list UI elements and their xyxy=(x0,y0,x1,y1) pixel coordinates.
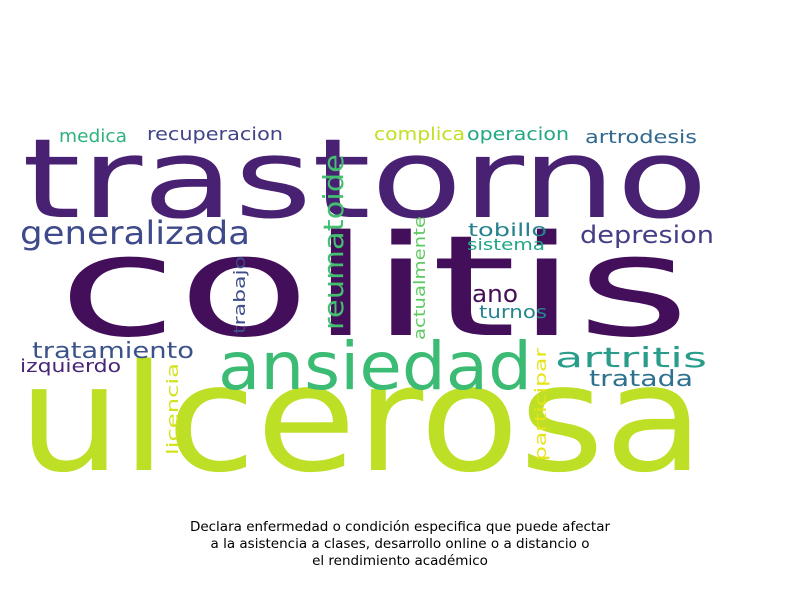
chart-caption: Declara enfermedad o condición especific… xyxy=(100,519,700,570)
cloud-word-tobillo: tobillo xyxy=(468,220,547,241)
caption-line-2: a la asistencia a clases, desarrollo onl… xyxy=(210,536,590,552)
cloud-word-complica: complica xyxy=(374,124,465,145)
cloud-word-recuperacion: recuperacion xyxy=(147,124,283,145)
cloud-word-licencia: licencia xyxy=(163,363,182,455)
cloud-word-participar: participar xyxy=(531,347,550,461)
cloud-word-turnos: turnos xyxy=(479,302,547,323)
cloud-word-ulcerosa: ulcerosa xyxy=(18,333,704,505)
cloud-word-medica: medica xyxy=(59,126,127,147)
cloud-word-trastorno: trastorno xyxy=(22,115,708,243)
cloud-word-reumatoide: reumatoide xyxy=(317,154,350,330)
cloud-word-tratada: tratada xyxy=(589,367,693,392)
cloud-word-artritis: artritis xyxy=(555,341,707,374)
cloud-word-tratamiento: tratamiento xyxy=(32,339,194,364)
cloud-word-depresion: depresion xyxy=(580,221,714,249)
cloud-word-ansiedad: ansiedad xyxy=(218,328,532,405)
cloud-word-generalizada: generalizada xyxy=(20,214,250,252)
cloud-word-operacion: operacion xyxy=(467,124,569,145)
cloud-word-actualmente: actualmente xyxy=(410,216,429,340)
cloud-word-trabajo: trabajo xyxy=(230,256,249,334)
cloud-word-artrodesis: artrodesis xyxy=(585,127,697,148)
cloud-word-izquierdo: izquierdo xyxy=(20,356,121,377)
cloud-word-colitis: colitis xyxy=(58,206,690,369)
cloud-word-ano: ano xyxy=(472,280,518,308)
cloud-word-sistema: sistema xyxy=(467,235,545,254)
caption-line-1: Declara enfermedad o condición especific… xyxy=(189,519,611,535)
caption-line-3: el rendimiento académico xyxy=(312,553,488,569)
